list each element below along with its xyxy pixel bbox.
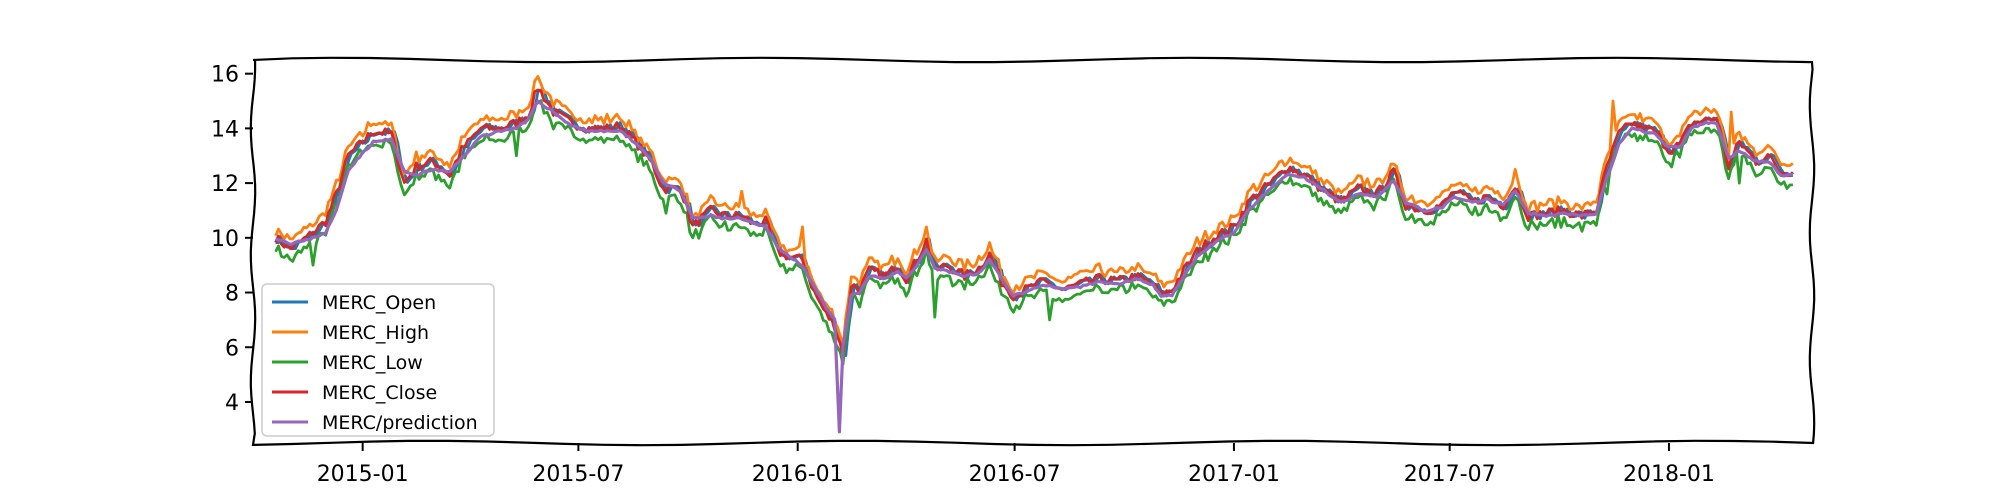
x-tick-label: 2016-07: [969, 462, 1061, 487]
legend-label: MERC_Open: [322, 292, 436, 314]
legend-label: MERC/prediction: [322, 412, 478, 434]
series-layer: [274, 75, 1794, 434]
y-tick-label: 6: [225, 336, 239, 361]
y-tick-label: 14: [211, 117, 239, 142]
legend-label: MERC_High: [322, 322, 429, 344]
legend-label: MERC_Low: [322, 352, 423, 374]
legend-label: MERC_Close: [322, 382, 437, 404]
x-tick-label: 2017-07: [1404, 462, 1496, 487]
plot-frame: [249, 56, 1816, 447]
y-tick-label: 12: [211, 172, 239, 197]
y-tick-label: 16: [211, 63, 239, 88]
axis-layer: 2015-01 2015-07 2016-01 2016-07 2017-01 2017-…: [211, 63, 1715, 487]
series-line-merc-prediction: [275, 99, 1794, 434]
x-tick-label: 2015-07: [532, 462, 624, 487]
x-tick-label: 2015-01: [317, 462, 409, 487]
series-line-merc-high: [274, 75, 1794, 349]
x-tick-label: 2017-01: [1188, 462, 1280, 487]
legend: MERC_Open MERC_High MERC_Low MERC_Close MERC…: [261, 283, 495, 437]
y-tick-label: 10: [211, 227, 239, 252]
y-tick-label: 4: [225, 391, 239, 416]
x-tick-label: 2018-01: [1623, 462, 1715, 487]
y-tick-label: 8: [225, 282, 239, 307]
series-line-merc-low: [274, 99, 1793, 366]
x-tick-label: 2016-01: [752, 462, 844, 487]
legend-box: [261, 283, 495, 437]
